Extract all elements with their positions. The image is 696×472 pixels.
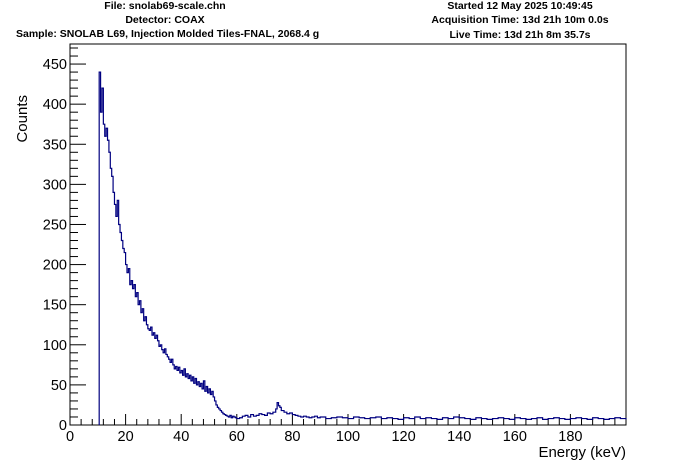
y-tick-label: 0 <box>59 418 67 434</box>
y-tick-label: 450 <box>43 57 67 73</box>
x-tick-label: 100 <box>336 429 360 445</box>
axis-tick-labels: 0 20 40 60 80 100 120 140 160 180 0 50 100 150 200 250 3… <box>43 57 583 445</box>
x-tick-label: 160 <box>503 429 527 445</box>
y-tick-label: 300 <box>43 177 67 193</box>
x-tick-label: 120 <box>391 429 415 445</box>
y-axis-title: Counts <box>14 95 31 143</box>
axis-ticks <box>69 47 627 426</box>
header-detector: Detector: COAX <box>125 14 205 26</box>
x-tick-label: 80 <box>284 429 300 445</box>
y-tick-label: 200 <box>43 258 67 274</box>
x-axis-title: Energy (keV) <box>538 444 626 461</box>
header-sample: Sample: SNOLAB L69, Injection Molded Til… <box>16 28 320 40</box>
y-tick-label: 250 <box>43 217 67 233</box>
y-tick-label: 50 <box>51 378 67 394</box>
plot-frame <box>69 43 627 426</box>
x-tick-label: 0 <box>66 429 74 445</box>
x-tick-label: 60 <box>229 429 245 445</box>
header-started: Started 12 May 2025 10:49:45 <box>447 0 593 12</box>
y-tick-label: 350 <box>43 137 67 153</box>
spectrum-line <box>98 71 627 425</box>
x-tick-label: 20 <box>118 429 134 445</box>
header-file: File: snolab69-scale.chn <box>104 0 226 12</box>
x-tick-label: 40 <box>173 429 189 445</box>
x-tick-label: 140 <box>447 429 471 445</box>
y-tick-label: 100 <box>43 338 67 354</box>
header-live-time: Live Time: 13d 21h 8m 35.7s <box>449 29 591 41</box>
y-tick-label: 150 <box>43 298 67 314</box>
header-acquisition: Acquisition Time: 13d 21h 10m 0.0s <box>431 14 609 26</box>
x-tick-label: 180 <box>558 429 582 445</box>
y-tick-label: 400 <box>43 97 67 113</box>
